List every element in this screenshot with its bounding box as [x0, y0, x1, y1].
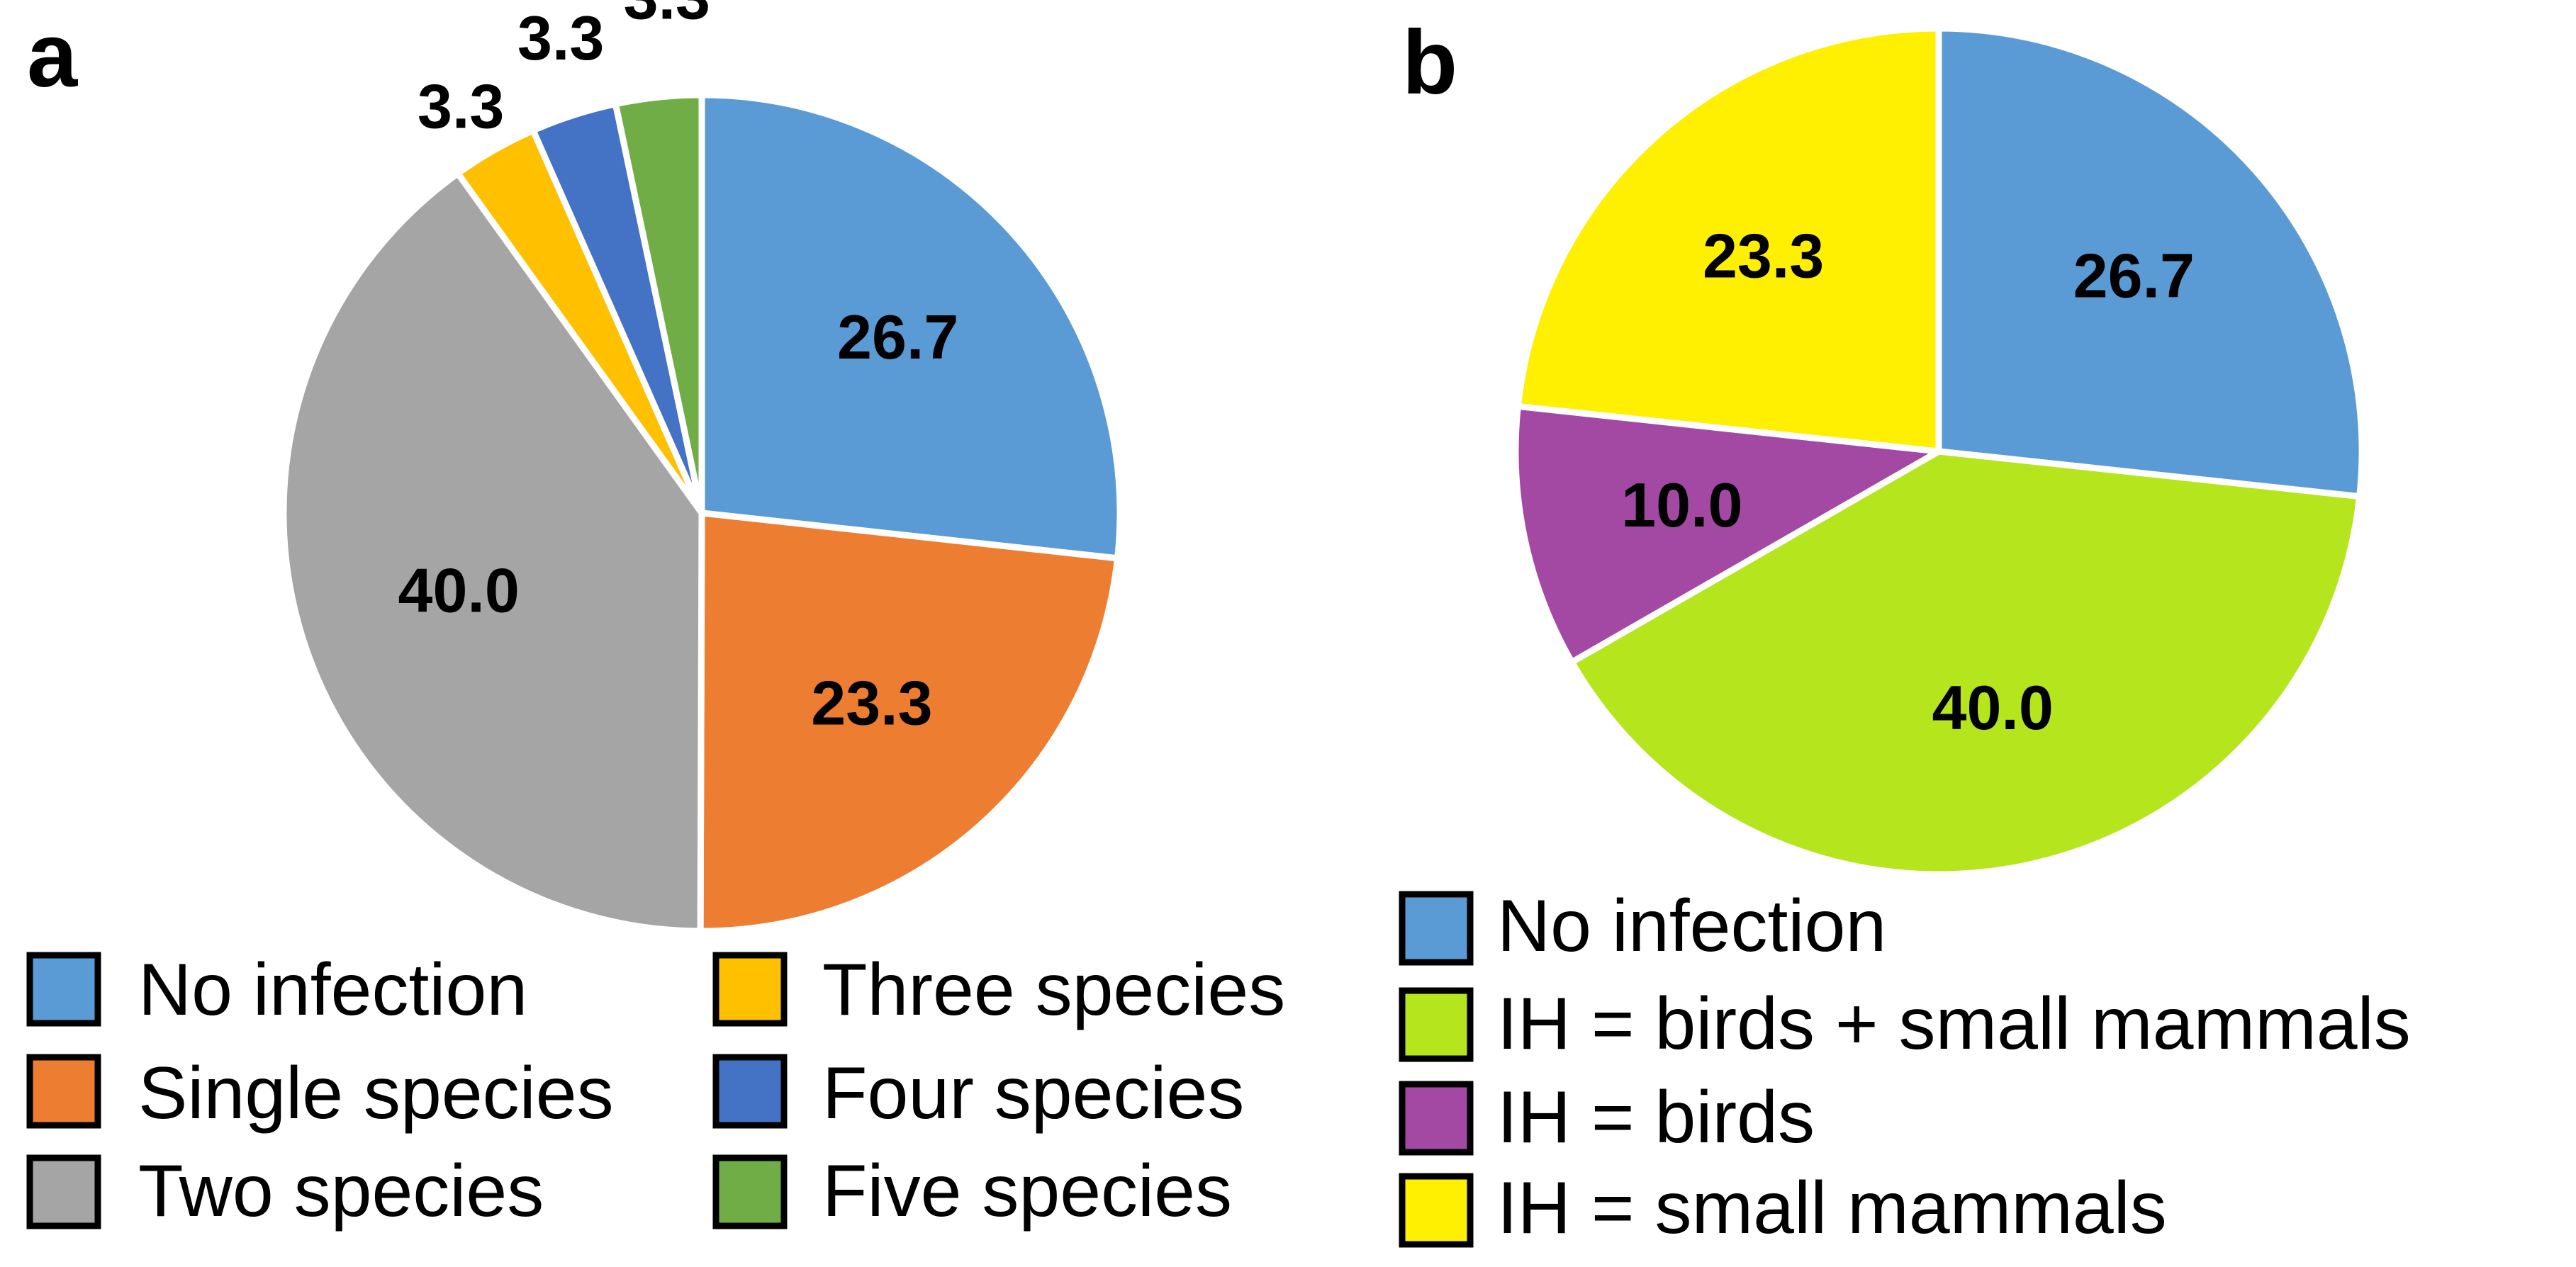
- legend-a-swatch-2: [26, 1054, 101, 1129]
- legend-a: No infection Single species Two species …: [26, 949, 1285, 1232]
- legend-a-item-4: Three species: [712, 949, 1285, 1031]
- pie-a-slice-label-4: 3.3: [418, 71, 504, 141]
- legend-b-label-4: IH = small mammals: [1497, 1167, 2167, 1249]
- pie-b-slice-1: [1935, 25, 2365, 500]
- legend-a-swatch-5: [712, 1054, 788, 1129]
- pie-a-slice-2: [697, 509, 1121, 935]
- legend-b-item-3: IH = birds: [1399, 1076, 1815, 1159]
- legend-a-label-1: No infection: [138, 949, 527, 1031]
- legend-b-swatch-1: [1399, 891, 1474, 966]
- pie-a-slice-label-3: 40.0: [398, 556, 520, 626]
- legend-b-label-3: IH = birds: [1497, 1076, 1815, 1159]
- legend-b-label-2: IH = birds + small mammals: [1497, 983, 2411, 1065]
- pie-a-slice-label-1: 26.7: [837, 302, 958, 372]
- legend-a-swatch-6: [712, 1154, 788, 1229]
- legend-a-item-6: Five species: [712, 1150, 1232, 1232]
- legend-a-swatch-3: [26, 1154, 101, 1229]
- legend-a-label-6: Five species: [822, 1150, 1232, 1232]
- pie-b-slice-label-4: 23.3: [1703, 221, 1824, 291]
- pie-a-slice-3: [280, 170, 705, 935]
- pie-b-slice-label-3: 10.0: [1621, 470, 1742, 540]
- legend-a-item-3: Two species: [26, 1150, 544, 1232]
- pie-chart-a: 26.723.340.03.33.33.3: [280, 0, 1124, 935]
- legend-b-item-4: IH = small mammals: [1399, 1167, 2167, 1249]
- legend-a-label-3: Two species: [138, 1150, 544, 1232]
- legend-b-swatch-4: [1399, 1173, 1474, 1248]
- pie-a-slice-6: [612, 91, 705, 517]
- legend-a-item-2: Single species: [26, 1052, 614, 1134]
- legend-a-swatch-4: [712, 952, 788, 1027]
- legend-b-item-2: IH = birds + small mammals: [1399, 983, 2411, 1065]
- panel-a: a 26.723.340.03.33.33.3 No infection Sin…: [26, 0, 1285, 1232]
- pie-b-slice-2: [1568, 448, 2363, 878]
- legend-a-label-5: Four species: [822, 1052, 1244, 1134]
- legend-b-swatch-2: [1399, 987, 1474, 1062]
- pie-a-slice-label-6: 3.3: [624, 0, 710, 33]
- legend-b: No infection IH = birds + small mammals …: [1399, 885, 2411, 1249]
- legend-a-label-2: Single species: [138, 1052, 614, 1134]
- panel-a-letter: a: [27, 5, 78, 106]
- pie-a-slice-label-5: 3.3: [517, 3, 604, 73]
- panel-b: b 26.7 40.0 10.0 23.3 No infection IH = bir…: [1399, 12, 2411, 1249]
- legend-a-swatch-1: [26, 952, 101, 1027]
- legend-a-item-5: Four species: [712, 1052, 1244, 1134]
- pie-b-slice-label-1: 26.7: [2073, 241, 2195, 311]
- legend-b-item-1: No infection: [1399, 885, 1886, 967]
- pie-a-slice-label-2: 23.3: [811, 668, 932, 738]
- pie-a-slice-1: [698, 91, 1124, 562]
- legend-b-label-1: No infection: [1497, 885, 1886, 967]
- panel-b-letter: b: [1402, 12, 1457, 113]
- pie-b-slice-3: [1512, 402, 1942, 665]
- legend-a-item-1: No infection: [26, 949, 527, 1031]
- pie-b-slice-label-2: 40.0: [1932, 672, 2054, 743]
- pie-chart-b: 26.7 40.0 10.0 23.3: [1512, 25, 2365, 878]
- pie-b-slice-4: [1514, 25, 1942, 455]
- legend-a-label-4: Three species: [822, 949, 1285, 1031]
- legend-b-swatch-3: [1399, 1081, 1474, 1156]
